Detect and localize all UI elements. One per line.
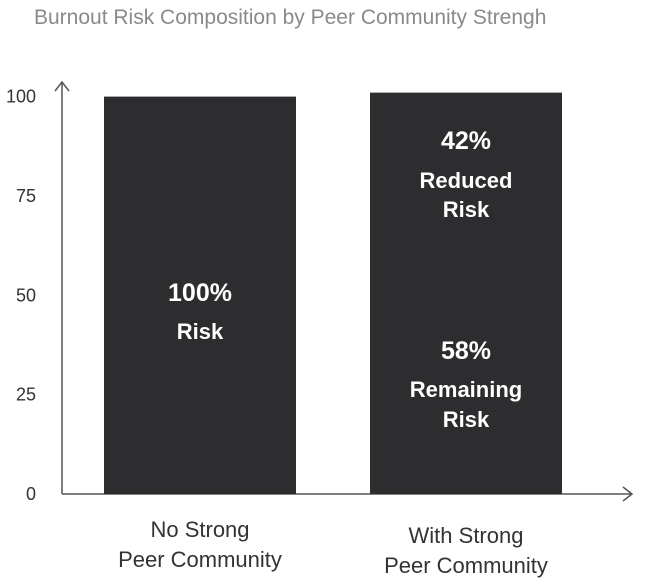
bar-labels: 100% Risk 58% Remaining Risk 42% Reduced Risk <box>168 127 522 432</box>
y-tick-labels: 0 25 50 75 100 <box>6 87 36 504</box>
bar <box>370 92 562 494</box>
bar-percent-label: 58% <box>441 337 491 365</box>
x-axis-arrow <box>622 486 634 502</box>
bars <box>104 92 562 494</box>
bar <box>104 96 296 494</box>
bar-segment-label: Risk <box>443 197 490 222</box>
x-category-label: Peer Community <box>384 553 548 578</box>
x-category-label: Peer Community <box>118 547 282 572</box>
y-tick-label: 25 <box>16 385 36 405</box>
y-tick-label: 100 <box>6 87 36 107</box>
category-labels: No Strong Peer Community With Strong Peer C… <box>118 517 548 578</box>
bar-segment-label: Risk <box>177 319 224 344</box>
y-axis <box>54 80 70 494</box>
y-axis-arrow <box>54 80 70 92</box>
y-tick-label: 50 <box>16 285 36 305</box>
bar-segment-label: Remaining <box>410 377 522 402</box>
y-tick-label: 0 <box>26 484 36 504</box>
bar-percent-label: 100% <box>168 279 232 307</box>
bar-percent-label: 42% <box>441 127 491 155</box>
bar-segment-label: Reduced <box>420 168 513 193</box>
bar-segment-label: Risk <box>443 407 490 432</box>
x-category-label: With Strong <box>409 523 524 548</box>
y-tick-label: 75 <box>16 186 36 206</box>
x-category-label: No Strong <box>150 517 249 542</box>
chart-title: Burnout Risk Composition by Peer Communi… <box>34 6 546 29</box>
